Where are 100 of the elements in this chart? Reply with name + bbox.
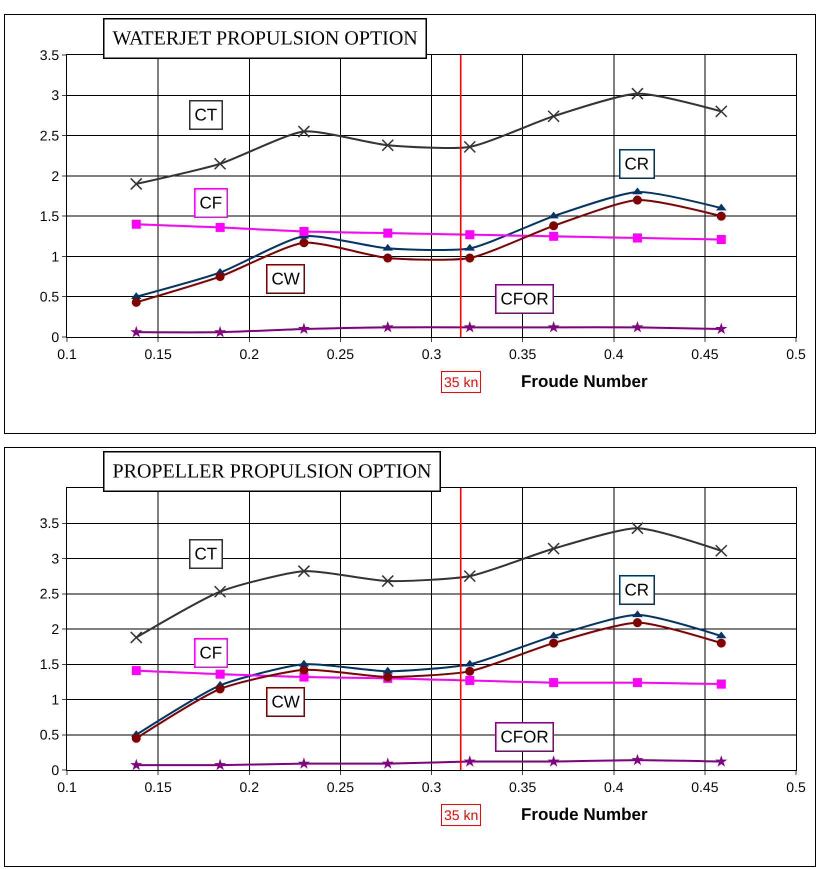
- point: [130, 758, 142, 770]
- y-tick-label: 1: [51, 248, 60, 264]
- point: [216, 684, 225, 694]
- point: [464, 244, 475, 251]
- point: [298, 125, 310, 138]
- y-tick-label: 2.5: [40, 127, 60, 144]
- series-label: CF: [200, 644, 222, 662]
- y-tick-label: 3: [51, 550, 60, 566]
- series-label: CFOR: [500, 728, 549, 746]
- x-axis-title: Froude Number: [521, 372, 648, 391]
- point: [464, 321, 476, 332]
- point: [464, 570, 476, 582]
- point: [547, 110, 560, 122]
- x-tick-label: 0.1: [57, 778, 77, 795]
- point: [547, 542, 560, 555]
- point: [383, 228, 392, 238]
- point: [382, 321, 394, 332]
- ref-line-label: 35 kn: [444, 807, 478, 823]
- point: [298, 757, 310, 769]
- x-tick-label: 0.1: [57, 346, 77, 362]
- series-label: CR: [624, 154, 650, 174]
- point: [716, 212, 726, 221]
- x-tick-label: 0.2: [240, 778, 260, 795]
- series-label: CT: [194, 544, 218, 564]
- point: [632, 678, 642, 688]
- point: [465, 676, 474, 685]
- y-tick-label: 2: [51, 168, 60, 184]
- point: [716, 679, 726, 688]
- x-tick-label: 0.45: [691, 346, 719, 362]
- x-axis-title: Froude Number: [521, 805, 648, 824]
- y-tick-label: 0: [51, 762, 60, 778]
- point: [715, 105, 728, 118]
- point: [631, 321, 644, 332]
- y-tick-label: 2.5: [40, 586, 60, 602]
- x-tick-label: 0.25: [326, 778, 354, 795]
- point: [465, 254, 474, 263]
- point: [216, 222, 225, 232]
- point: [549, 638, 558, 648]
- point: [464, 755, 476, 767]
- y-tick-label: 1.5: [40, 208, 60, 224]
- x-tick-label: 0.35: [509, 778, 536, 795]
- series-label: CW: [272, 270, 300, 288]
- point: [631, 754, 644, 766]
- x-tick-label: 0.5: [786, 346, 806, 362]
- point: [549, 232, 558, 241]
- point: [299, 665, 308, 674]
- point: [465, 666, 474, 676]
- y-tick-label: 3.5: [40, 46, 60, 63]
- point: [464, 140, 476, 154]
- point: [298, 322, 310, 334]
- series-label: CFOR: [500, 290, 549, 308]
- ref-line-label: 35 kn: [444, 374, 478, 390]
- point: [132, 220, 141, 229]
- y-tick-label: 1.5: [40, 656, 60, 672]
- y-tick-label: 3.5: [40, 515, 60, 532]
- x-tick-label: 0.2: [240, 346, 260, 362]
- point: [549, 678, 558, 688]
- x-tick-label: 0.15: [144, 778, 172, 795]
- point: [549, 221, 558, 230]
- y-tick-label: 1: [51, 691, 60, 708]
- point: [716, 235, 726, 244]
- point: [631, 522, 644, 534]
- y-tick-label: 0.5: [40, 288, 60, 305]
- point: [465, 230, 474, 240]
- point: [715, 322, 728, 334]
- point: [214, 585, 226, 598]
- point: [130, 178, 143, 190]
- point: [632, 196, 642, 205]
- chart-title: PROPELLER PROPULSION OPTION: [112, 460, 432, 482]
- point: [631, 87, 644, 100]
- point: [548, 321, 560, 332]
- y-tick-label: 0.5: [40, 726, 60, 743]
- y-tick-label: 3: [51, 87, 60, 104]
- point: [132, 666, 141, 676]
- point: [715, 755, 728, 767]
- point: [216, 670, 225, 679]
- point: [132, 734, 141, 743]
- point: [382, 244, 393, 251]
- x-tick-label: 0.15: [144, 346, 172, 362]
- point: [632, 233, 642, 242]
- point: [548, 755, 560, 767]
- point: [632, 618, 642, 628]
- point: [299, 238, 308, 248]
- series-label: CF: [200, 194, 222, 212]
- x-tick-label: 0.3: [422, 778, 442, 795]
- point: [299, 226, 308, 236]
- point: [130, 326, 142, 338]
- point: [214, 158, 226, 170]
- x-tick-label: 0.4: [604, 778, 624, 795]
- x-tick-label: 0.5: [786, 778, 806, 795]
- point: [716, 638, 726, 648]
- point: [298, 564, 310, 578]
- y-tick-label: 2: [51, 620, 60, 637]
- x-tick-label: 0.3: [422, 346, 442, 362]
- point: [132, 298, 141, 307]
- point: [383, 254, 392, 263]
- series-label: CT: [194, 106, 218, 124]
- series-label: CW: [272, 692, 300, 712]
- x-tick-label: 0.35: [509, 346, 536, 362]
- x-tick-label: 0.45: [691, 778, 719, 795]
